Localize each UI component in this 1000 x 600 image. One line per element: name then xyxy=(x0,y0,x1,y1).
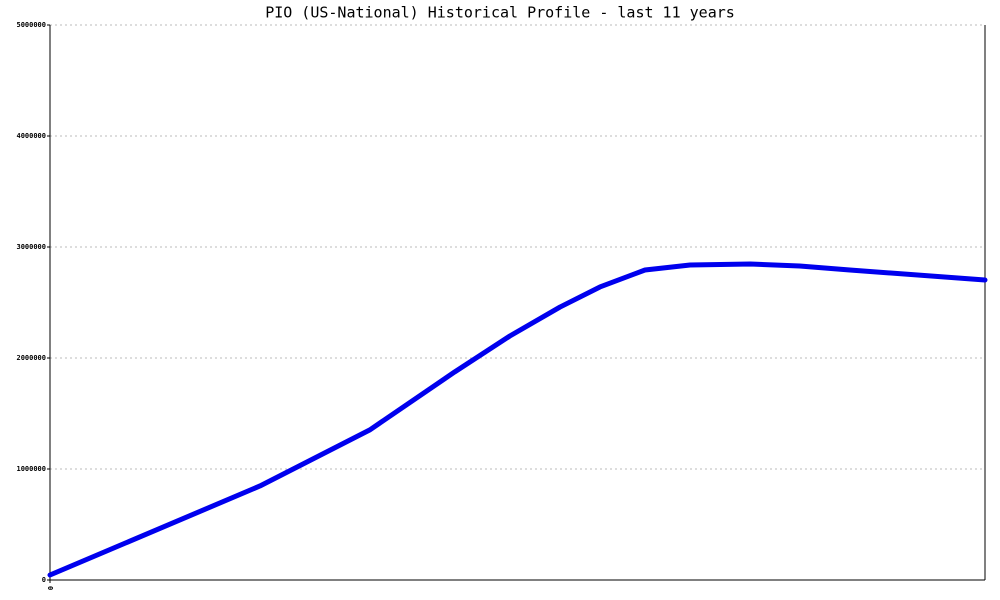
y-tick-label: 0 xyxy=(42,576,46,584)
chart-title: PIO (US-National) Historical Profile - l… xyxy=(265,4,735,22)
y-tick-label: 3000000 xyxy=(16,243,46,251)
y-tick-label: 1000000 xyxy=(16,465,46,473)
y-tick-label: 4000000 xyxy=(16,132,46,140)
y-tick-label: 2000000 xyxy=(16,354,46,362)
x-tick-label: 0 xyxy=(46,586,54,590)
data-line xyxy=(47,261,988,578)
y-tick-label: 5000000 xyxy=(16,21,46,29)
